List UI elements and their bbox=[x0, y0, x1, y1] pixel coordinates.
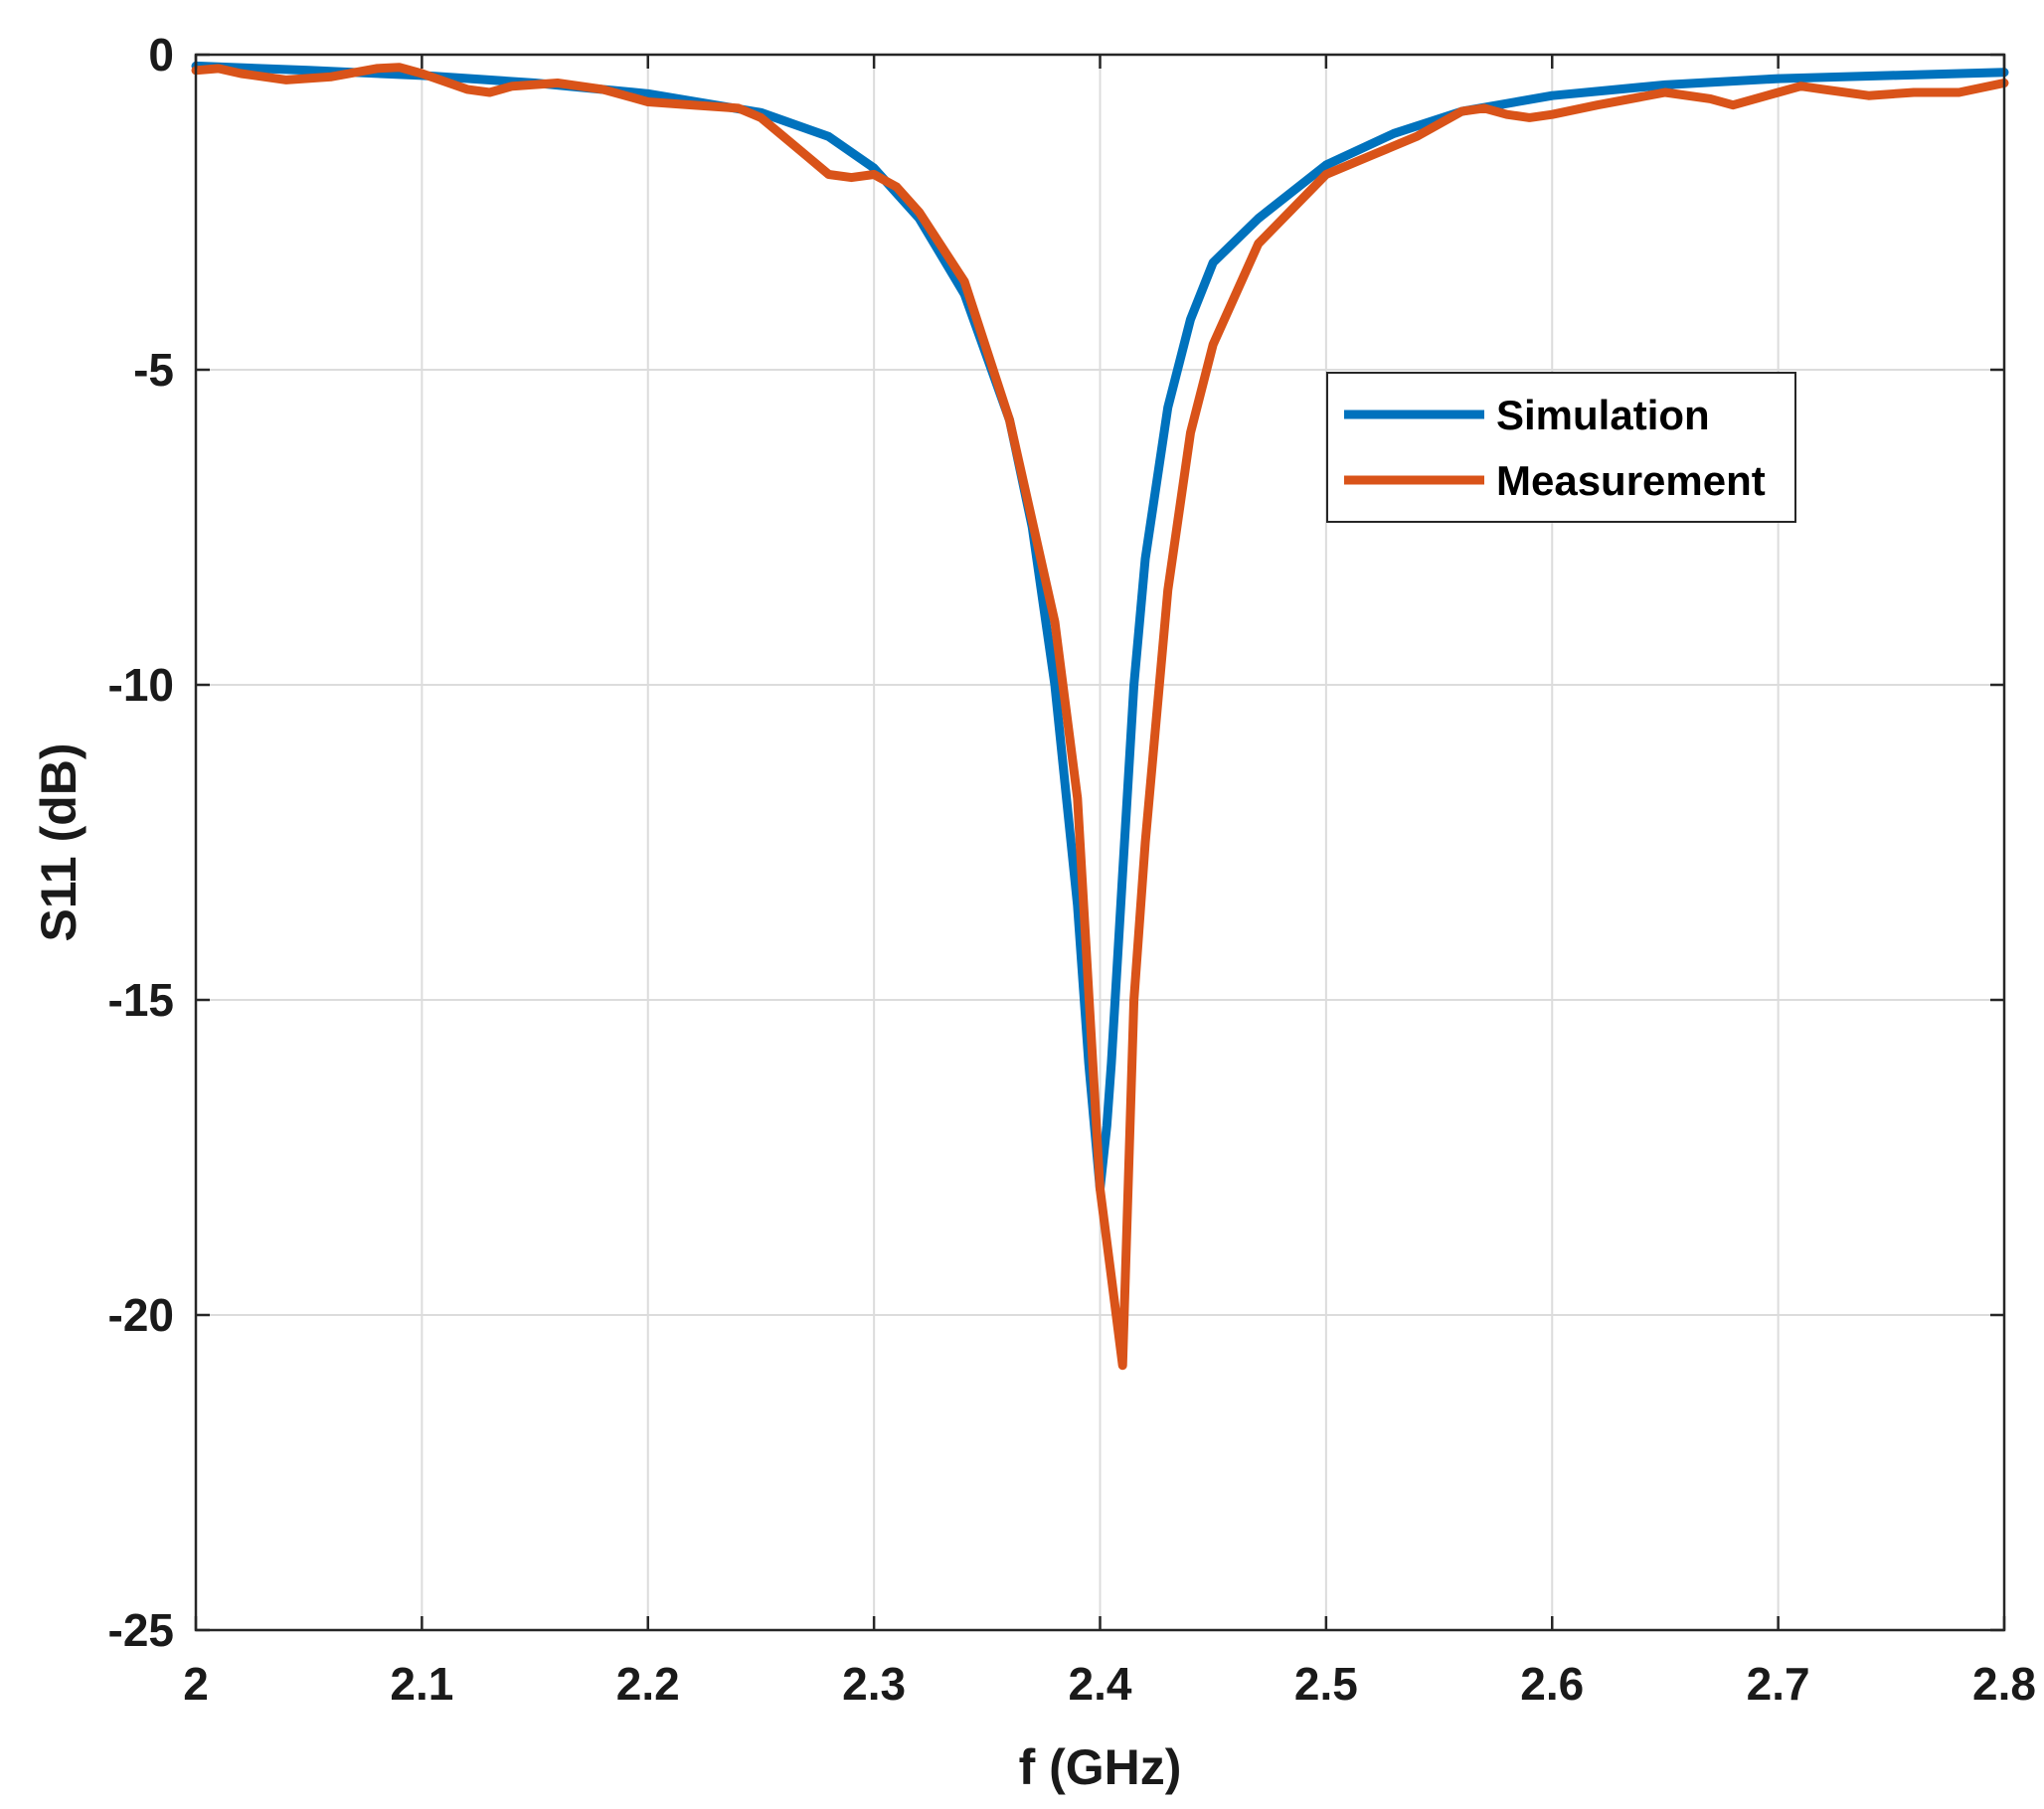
y-tick-label: -25 bbox=[108, 1604, 174, 1656]
y-tick-label: -15 bbox=[108, 974, 174, 1026]
legend-label-simulation: Simulation bbox=[1496, 392, 1710, 438]
series-group bbox=[191, 61, 2009, 1371]
legend-box bbox=[1326, 372, 1796, 523]
x-tick-label: 2.4 bbox=[1069, 1658, 1132, 1710]
y-axis-label: S11 (dB) bbox=[31, 742, 86, 941]
x-axis-label: f (GHz) bbox=[1019, 1739, 1182, 1795]
x-tick-label: 2.8 bbox=[1972, 1658, 2036, 1710]
y-tick-label: 0 bbox=[148, 29, 174, 81]
y-tick-label: -5 bbox=[133, 344, 174, 396]
x-tick-label: 2.7 bbox=[1747, 1658, 1810, 1710]
x-tick-label: 2.3 bbox=[842, 1658, 906, 1710]
x-tick-label: 2.1 bbox=[390, 1658, 453, 1710]
legend-label-measurement: Measurement bbox=[1496, 457, 1766, 504]
y-tick-label: -10 bbox=[108, 659, 174, 711]
x-tick-label: 2.6 bbox=[1520, 1658, 1584, 1710]
x-tick-label: 2.2 bbox=[616, 1658, 680, 1710]
x-tick-label: 2 bbox=[183, 1658, 209, 1710]
series-line-measurement bbox=[191, 63, 2009, 1371]
axis-ticks: 2 2.1 2.2 2.3 2.4 2.5 2.6 2.7 2.8 0 -5 -10 -15 -20 -25 bbox=[108, 29, 2036, 1710]
series-line-simulation bbox=[191, 61, 2009, 1194]
y-tick-label: -20 bbox=[108, 1289, 174, 1341]
x-tick-label: 2.5 bbox=[1294, 1658, 1358, 1710]
legend: Simulation Measurement bbox=[1326, 372, 1796, 523]
grid bbox=[196, 55, 2004, 1630]
